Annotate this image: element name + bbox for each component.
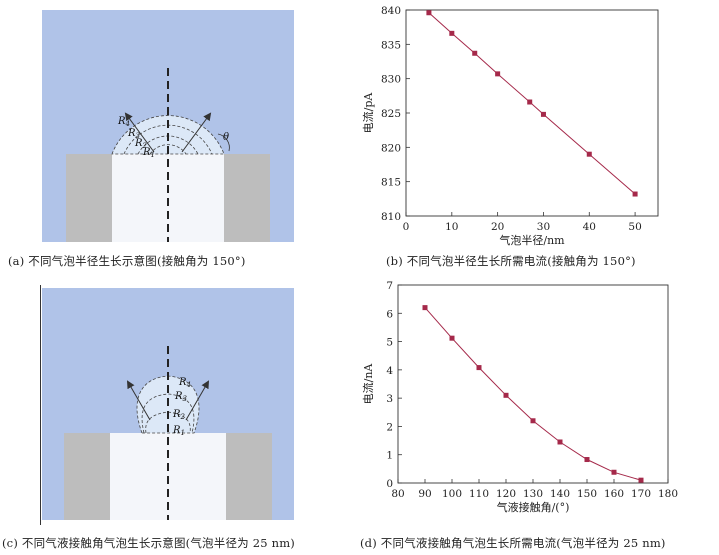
diagram-a: θ R4 R3 R2 R1 bbox=[42, 10, 294, 242]
left-wall bbox=[66, 154, 112, 242]
x-axis-label: 气液接触角/(°) bbox=[497, 500, 570, 514]
x-tick-label: 30 bbox=[537, 221, 550, 233]
arrow-right bbox=[185, 380, 210, 421]
bubble-mid-2 bbox=[141, 393, 195, 434]
x-tick-label: 100 bbox=[442, 488, 462, 500]
y-tick-label: 2 bbox=[386, 421, 393, 433]
y-tick-label: 840 bbox=[381, 5, 401, 17]
data-point bbox=[426, 10, 432, 16]
series-line bbox=[424, 307, 642, 481]
x-tick-label: 10 bbox=[445, 221, 458, 233]
y-tick-label: 3 bbox=[386, 393, 393, 405]
divider-line bbox=[40, 285, 41, 525]
y-tick-label: 6 bbox=[386, 308, 393, 320]
left-wall bbox=[64, 433, 110, 520]
right-wall bbox=[224, 154, 270, 242]
x-tick-label: 140 bbox=[550, 488, 570, 500]
y-tick-label: 7 bbox=[386, 280, 393, 292]
chart-b: 0 10 20 30 40 50 810 815 820 825 830 835 840 气泡半径/nm 电… bbox=[361, 5, 659, 247]
x-tick-label: 160 bbox=[604, 488, 624, 500]
data-point bbox=[476, 365, 482, 371]
y-tick-label: 810 bbox=[381, 211, 401, 223]
contact-angle-arc bbox=[217, 133, 230, 152]
arrow-left bbox=[124, 112, 155, 153]
caption-b: (b) 不同气泡半径生长所需电流(接触角为 150°) bbox=[386, 254, 636, 268]
x-tick-label: 180 bbox=[658, 488, 678, 500]
data-point bbox=[449, 30, 455, 36]
radius-label-3: R3 bbox=[127, 128, 141, 140]
x-axis-label: 气泡半径/nm bbox=[499, 233, 565, 247]
y-tick-label: 825 bbox=[381, 108, 401, 120]
data-point bbox=[449, 335, 455, 341]
plot-frame bbox=[405, 9, 659, 217]
series-line bbox=[428, 12, 636, 195]
angle-label: θ bbox=[223, 132, 229, 143]
radius-label-4: R4 bbox=[178, 377, 191, 389]
radius-label-1: R1 bbox=[172, 425, 185, 437]
x-tick-label: 130 bbox=[523, 488, 543, 500]
x-tick-label: 150 bbox=[577, 488, 597, 500]
y-tick-label: 1 bbox=[386, 450, 393, 462]
radius-label-3: R3 bbox=[174, 391, 188, 403]
data-point bbox=[530, 418, 536, 424]
x-tick-label: 80 bbox=[391, 488, 404, 500]
y-tick-label: 815 bbox=[381, 177, 401, 189]
radius-label-1: R1 bbox=[142, 147, 155, 159]
y-tick-label: 5 bbox=[386, 337, 393, 349]
caption-c: (c) 不同气液接触角气泡生长示意图(气泡半径为 25 nm) bbox=[2, 536, 295, 550]
y-tick-label: 835 bbox=[381, 39, 401, 51]
y-tick-label: 820 bbox=[381, 142, 401, 154]
x-tick-label: 0 bbox=[403, 221, 410, 233]
y-tick-label: 0 bbox=[386, 478, 393, 490]
data-point bbox=[611, 469, 617, 475]
data-point bbox=[638, 477, 644, 483]
caption-d: (d) 不同气液接触角气泡生长所需电流(气泡半径为 25 nm) bbox=[360, 536, 666, 550]
data-point bbox=[503, 392, 509, 398]
x-tick-label: 170 bbox=[631, 488, 651, 500]
x-tick-label: 20 bbox=[491, 221, 504, 233]
y-tick-label: 4 bbox=[386, 365, 393, 377]
data-point bbox=[495, 71, 501, 77]
plot-frame bbox=[397, 284, 669, 484]
right-wall bbox=[226, 433, 272, 520]
data-point bbox=[540, 111, 546, 117]
x-tick-label: 110 bbox=[469, 488, 489, 500]
y-tick-label: 830 bbox=[381, 74, 401, 86]
x-tick-label: 120 bbox=[496, 488, 516, 500]
radius-label-4: R4 bbox=[117, 116, 130, 128]
diagram-c: R4 R3 R2 R1 bbox=[42, 288, 294, 520]
chart-d: 80 90 100 110 120 130 140 150 160 170 180 0 1 2 3 4 5 6 7 气… bbox=[361, 280, 678, 514]
y-axis-label: 电流/nA bbox=[361, 363, 375, 405]
data-point bbox=[557, 439, 563, 445]
y-axis-label: 电流/pA bbox=[361, 92, 375, 134]
data-point bbox=[586, 151, 592, 157]
data-point bbox=[527, 99, 533, 105]
arrow-right bbox=[181, 112, 212, 153]
data-point bbox=[422, 305, 428, 311]
radius-label-2: R2 bbox=[134, 138, 148, 150]
x-tick-label: 50 bbox=[628, 221, 641, 233]
arrow-left bbox=[126, 380, 151, 421]
data-point bbox=[584, 457, 590, 463]
data-point bbox=[632, 191, 638, 197]
x-tick-label: 40 bbox=[583, 221, 596, 233]
data-point bbox=[472, 50, 478, 56]
radius-label-2: R2 bbox=[172, 409, 186, 421]
caption-a: (a) 不同气泡半径生长示意图(接触角为 150°) bbox=[8, 254, 246, 268]
x-tick-label: 90 bbox=[418, 488, 431, 500]
